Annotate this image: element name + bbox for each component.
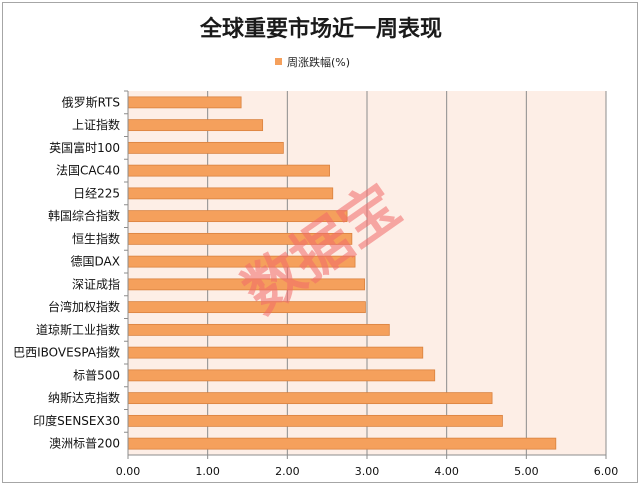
bar xyxy=(127,323,390,336)
category-label: 德国DAX xyxy=(71,254,120,269)
x-tick-label: 1.00 xyxy=(195,465,220,478)
category-label: 台湾加权指数 xyxy=(48,299,120,314)
x-tick-label: 0.00 xyxy=(116,465,141,478)
bar xyxy=(127,187,334,200)
bars xyxy=(127,96,557,450)
category-label: 俄罗斯RTS xyxy=(62,95,120,109)
category-label: 标普500 xyxy=(73,368,120,382)
chart-title: 全球重要市场近一周表现 xyxy=(199,16,442,42)
bar xyxy=(127,301,366,314)
category-label: 韩国综合指数 xyxy=(48,208,120,223)
x-tick-label: 4.00 xyxy=(434,465,459,478)
bar xyxy=(127,119,264,132)
x-tick-label: 3.00 xyxy=(355,465,380,478)
legend-label: 周涨跌幅(%) xyxy=(287,55,350,69)
category-label: 印度SENSEX30 xyxy=(33,413,120,428)
bar xyxy=(127,164,330,177)
bar xyxy=(127,414,503,427)
x-tick-label: 2.00 xyxy=(275,465,300,478)
x-axis-ticks: 0.00 1.00 2.00 3.00 4.00 5.00 6.00 xyxy=(116,455,619,478)
category-label: 道琼斯工业指数 xyxy=(36,322,120,337)
bar xyxy=(127,437,557,450)
legend-swatch xyxy=(275,58,282,65)
category-label: 深证成指 xyxy=(72,276,120,291)
category-label: 巴西IBOVESPA指数 xyxy=(13,345,120,360)
category-label: 纳斯达克指数 xyxy=(48,390,120,405)
bar xyxy=(127,96,242,109)
category-label: 英国富时100 xyxy=(49,140,120,155)
chart-frame: 全球重要市场近一周表现 周涨跌幅(%) 俄罗斯RTS 上证指数英国富时100 法国C… xyxy=(2,2,638,483)
category-label: 恒生指数 xyxy=(72,231,120,246)
category-label: 上证指数 xyxy=(72,117,120,132)
legend: 周涨跌幅(%) xyxy=(275,55,350,69)
bar xyxy=(127,369,436,382)
x-tick-label: 6.00 xyxy=(594,465,619,478)
bar xyxy=(127,392,493,405)
bar xyxy=(127,346,424,359)
x-tick-label: 5.00 xyxy=(514,465,539,478)
bar xyxy=(127,141,284,154)
category-label: 日经225 xyxy=(73,186,120,200)
category-label: 澳洲标普200 xyxy=(49,437,120,451)
category-label: 法国CAC40 xyxy=(56,164,120,178)
